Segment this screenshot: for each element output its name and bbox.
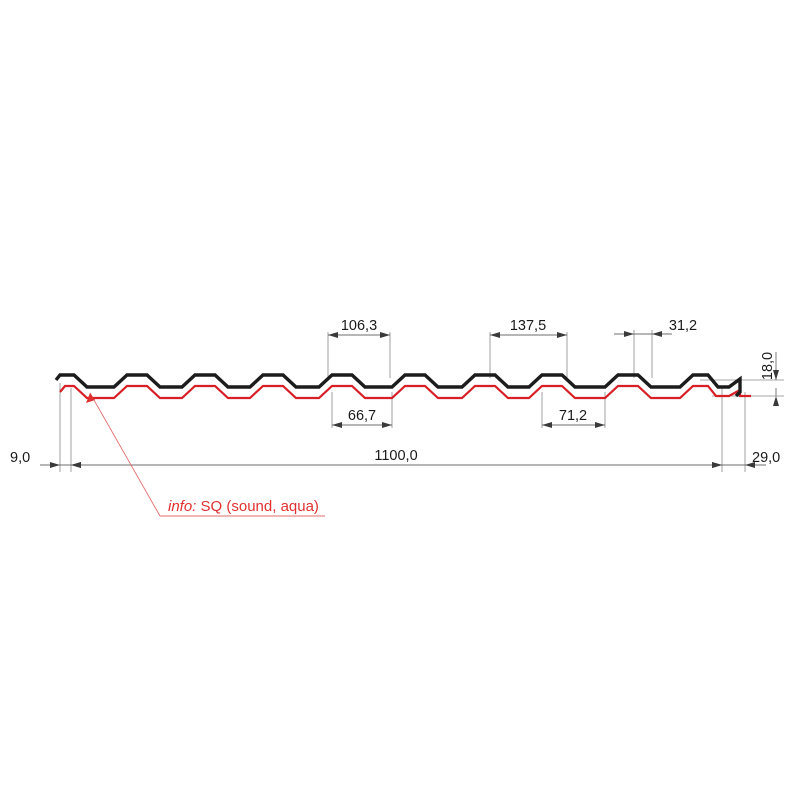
dimension-valley-b: 71,2	[542, 408, 605, 428]
arrow-left-edge-out	[50, 462, 60, 468]
dim-label-crest-width: 31,2	[669, 318, 697, 334]
annotation-leader-line	[89, 392, 161, 517]
arrow-left-edge-in	[71, 462, 81, 468]
annotation-prefix: info:	[168, 498, 196, 515]
arrow-rib-pitch-right	[380, 332, 390, 338]
arrow-module-right	[557, 332, 567, 338]
extension-lines-group	[59, 330, 784, 472]
dimension-right-edge: 29,0	[712, 450, 780, 468]
arrow-right-edge-left	[712, 462, 722, 468]
dim-label-right-edge: 29,0	[752, 450, 780, 466]
dim-label-total-width: 1100,0	[374, 448, 417, 464]
dimension-profile-height: 18,0	[760, 352, 779, 406]
annotation-text: info: SQ (sound, aqua)	[168, 498, 319, 515]
dimension-total-width: 1100,0	[40, 448, 766, 468]
arrow-crest-left	[624, 331, 634, 337]
arrow-module-left	[490, 332, 500, 338]
annotation-group: info: SQ (sound, aqua)	[86, 392, 325, 517]
outer-profile-black-skin	[54, 373, 742, 398]
dim-label-rib-pitch: 106,3	[341, 318, 377, 334]
dim-label-profile-height: 18,0	[760, 352, 776, 380]
annotation-arrowhead	[86, 393, 95, 403]
dimension-crest-width: 31,2	[614, 318, 697, 337]
dimension-rib-pitch: 106,3	[328, 318, 390, 338]
inner-profile-red-layer	[59, 384, 751, 400]
arrow-valley-a-left	[332, 422, 342, 428]
arrow-height-top	[773, 370, 779, 380]
arrow-valley-b-right	[595, 422, 605, 428]
arrow-height-bottom	[773, 396, 779, 406]
arrow-rib-pitch-left	[328, 332, 338, 338]
arrow-right-edge-right	[745, 462, 755, 468]
arrow-crest-right	[652, 331, 662, 337]
annotation-body: SQ (sound, aqua)	[196, 498, 319, 515]
dim-label-valley-b: 71,2	[559, 408, 587, 424]
dimension-left-edge: 9,0	[10, 450, 81, 468]
dim-label-module-width: 137,5	[510, 318, 546, 334]
arrow-valley-a-right	[382, 422, 392, 428]
dim-label-valley-a: 66,7	[348, 408, 376, 424]
arrow-valley-b-left	[542, 422, 552, 428]
dimension-valley-a: 66,7	[332, 408, 392, 428]
dim-label-left-edge: 9,0	[10, 450, 30, 466]
dimension-module-width: 137,5	[490, 318, 567, 338]
